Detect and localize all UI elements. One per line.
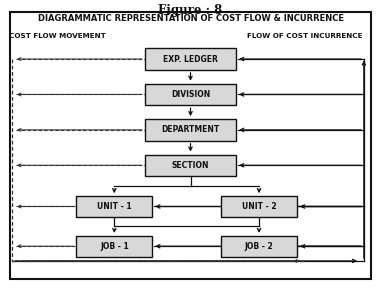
Bar [76,236,152,257]
Bar [76,196,152,217]
Bar [145,154,236,176]
Text: EXP. LEDGER: EXP. LEDGER [163,54,218,64]
Bar [145,119,236,141]
Bar [221,196,297,217]
Text: UNIT - 1: UNIT - 1 [97,202,131,211]
Text: DIAGRAMMATIC REPRESENTATION OF COST FLOW & INCURRENCE: DIAGRAMMATIC REPRESENTATION OF COST FLOW… [37,14,344,23]
Text: DIVISION: DIVISION [171,90,210,99]
Text: FLOW OF COST INCURRENCE: FLOW OF COST INCURRENCE [247,33,363,39]
Text: JOB - 2: JOB - 2 [245,242,274,251]
Text: COST FLOW MOVEMENT: COST FLOW MOVEMENT [9,33,106,39]
Text: UNIT - 2: UNIT - 2 [242,202,276,211]
Text: Figure : 8: Figure : 8 [158,4,223,17]
Bar [221,236,297,257]
Bar [145,48,236,70]
Text: DEPARTMENT: DEPARTMENT [162,125,219,134]
Text: SECTION: SECTION [172,161,209,170]
Text: JOB - 1: JOB - 1 [100,242,129,251]
Bar [145,84,236,105]
